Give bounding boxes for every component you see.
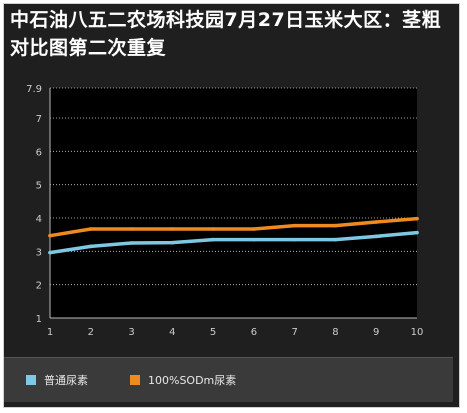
- x-tick-label-0: 1: [47, 327, 53, 338]
- x-tick-label-9: 10: [411, 327, 424, 338]
- series-2-point-10: [415, 216, 419, 221]
- series-2-point-8: [333, 223, 338, 228]
- x-tick-label-7: 8: [332, 327, 338, 338]
- series-1-point-4: [170, 240, 175, 245]
- x-tick-label-1: 2: [88, 327, 94, 338]
- series-2-point-2: [88, 227, 93, 231]
- series-2-point-7: [292, 223, 297, 228]
- legend-label-series-1: 普通尿素: [44, 374, 88, 387]
- series-1-point-3: [129, 241, 134, 245]
- y-tick-label-1: 2: [36, 281, 42, 292]
- chart-title: 中石油八五二农场科技园7月27日玉米大区：茎粗对比图第二次重复: [10, 9, 442, 59]
- plot-area: [50, 88, 417, 318]
- legend-label-series-2: 100%SODm尿素: [148, 374, 237, 387]
- x-tick-label-6: 7: [291, 327, 297, 338]
- x-tick-label-8: 9: [373, 327, 379, 338]
- y-tick-label-2: 3: [36, 247, 42, 258]
- y-tick-label-0: 1: [36, 314, 42, 325]
- series-2-point-5: [211, 227, 215, 231]
- legend-item-series-1: 普通尿素: [26, 372, 88, 388]
- series-2-point-3: [129, 227, 134, 231]
- series-1-point-1: [48, 250, 52, 255]
- legend-swatch-series-2: [130, 375, 140, 385]
- legend-item-series-2: 100%SODm尿素: [130, 372, 236, 388]
- series-line-2: [48, 216, 419, 238]
- series-1-point-9: [374, 234, 379, 239]
- y-tick-label-3: 4: [36, 214, 42, 225]
- series-1-point-8: [333, 237, 338, 242]
- series-2-point-6: [252, 227, 256, 231]
- x-tick-label-2: 3: [128, 327, 134, 338]
- series-2-point-4: [170, 227, 175, 231]
- x-tick-label-5: 6: [251, 327, 257, 338]
- y-tick-label-6: 7: [36, 114, 42, 125]
- series-1-point-2: [88, 244, 93, 249]
- series-1-point-6: [252, 237, 256, 242]
- series-1-point-10: [415, 230, 419, 235]
- y-tick-label-5: 6: [36, 147, 42, 158]
- series-1-point-5: [211, 237, 215, 242]
- x-tick-label-3: 4: [169, 327, 175, 338]
- series-2-point-1: [48, 233, 52, 238]
- x-tick-label-4: 5: [210, 327, 216, 338]
- series-line-1: [48, 230, 419, 255]
- series-2-point-9: [374, 220, 379, 224]
- chart-legend: 普通尿素 100%SODm尿素: [4, 357, 453, 402]
- legend-swatch-series-1: [26, 375, 36, 385]
- y-tick-label-7: 7.9: [26, 84, 42, 95]
- series-1-point-7: [292, 237, 297, 242]
- y-tick-label-4: 5: [36, 181, 42, 192]
